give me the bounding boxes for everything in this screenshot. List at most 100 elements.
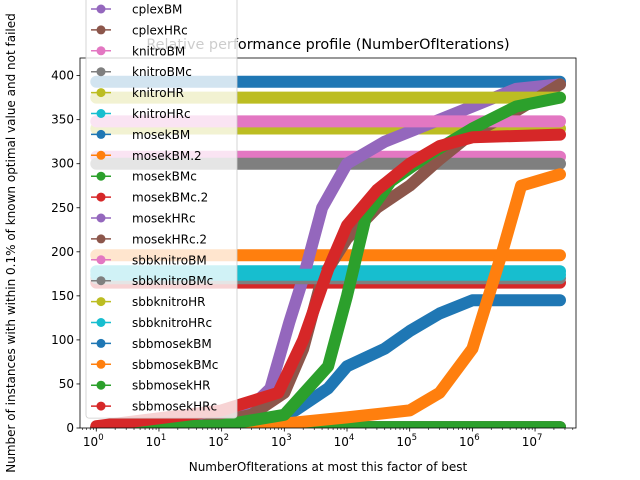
legend-item: knitroHRc	[91, 107, 191, 121]
legend-item: knitroBMc	[91, 65, 192, 79]
legend-item: mosekBM.2	[91, 149, 202, 163]
legend-item: sbbknitroBM	[91, 253, 207, 267]
y-tick-label: 100	[51, 333, 74, 347]
x-tick-exponent: 5	[412, 433, 417, 443]
legend-marker	[96, 67, 106, 77]
x-tick-base: 10	[271, 435, 286, 449]
x-tick-exponent: 4	[349, 433, 354, 443]
legend-label: sbbmosekHRc	[132, 400, 217, 414]
series-line-sbbmosekHR	[90, 91, 566, 428]
legend-item: sbbmosekHR	[91, 379, 210, 393]
legend-label: knitroBM	[132, 44, 185, 58]
legend-item: sbbknitroHR	[91, 295, 205, 309]
legend: cplexBM cplexHRc knitroBM knitroBMc knitroHR…	[85, 0, 238, 419]
legend-item: sbbknitroBMc	[91, 274, 213, 288]
legend-label: sbbmosekBM	[132, 337, 212, 351]
legend-marker	[96, 338, 106, 348]
legend-marker	[96, 276, 106, 286]
legend-label: knitroHRc	[132, 107, 191, 121]
legend-label: knitroBMc	[132, 65, 192, 79]
legend-marker	[96, 359, 106, 369]
x-tick-exponent: 7	[537, 433, 542, 443]
x-tick-base: 10	[396, 435, 411, 449]
x-tick-exponent: 1	[161, 433, 166, 443]
x-tick-label: 103	[271, 433, 292, 449]
legend-item: mosekBM	[91, 128, 190, 142]
legend-marker	[96, 129, 106, 139]
x-tick-label: 105	[396, 433, 417, 449]
x-tick-label: 106	[459, 433, 480, 449]
legend-label: mosekBMc	[132, 170, 197, 184]
x-tick-base: 10	[459, 435, 474, 449]
y-tick-label: 0	[66, 421, 74, 435]
legend-marker	[96, 192, 106, 202]
legend-item: mosekHRc.2	[91, 232, 207, 246]
y-tick-label: 250	[51, 201, 74, 215]
legend-label: cplexBM	[132, 3, 182, 17]
y-tick-label: 300	[51, 157, 74, 171]
legend-label: sbbmosekBMc	[132, 358, 218, 372]
legend-marker	[96, 255, 106, 265]
legend-label: sbbknitroBM	[132, 253, 207, 267]
legend-item: mosekBMc	[91, 170, 197, 184]
x-tick-label: 101	[146, 433, 167, 449]
legend-marker	[96, 4, 106, 14]
legend-item: cplexBM	[91, 3, 182, 17]
legend-marker	[96, 234, 106, 244]
x-tick-label: 102	[208, 433, 229, 449]
legend-marker	[96, 171, 106, 181]
legend-item: knitroHR	[91, 86, 184, 100]
series-line-sbbmosekHRc	[90, 128, 566, 428]
y-tick-label: 50	[59, 377, 74, 391]
x-tick-base: 10	[83, 435, 98, 449]
x-tick-label: 107	[522, 433, 543, 449]
legend-item: sbbknitroHRc	[91, 316, 212, 330]
legend-item: knitroBM	[91, 44, 185, 58]
legend-marker	[96, 401, 106, 411]
y-axis-label: Number of instances with within 0.1% of …	[4, 13, 18, 473]
x-tick-exponent: 3	[286, 433, 291, 443]
legend-item: mosekHRc	[91, 212, 196, 226]
legend-label: knitroHR	[132, 86, 184, 100]
legend-label: sbbmosekHR	[132, 379, 210, 393]
legend-marker	[96, 88, 106, 98]
y-tick-label: 400	[51, 69, 74, 83]
legend-label: mosekBM.2	[132, 149, 202, 163]
x-tick-base: 10	[146, 435, 161, 449]
x-tick-label: 100	[83, 433, 104, 449]
legend-label: mosekHRc	[132, 212, 196, 226]
legend-item: sbbmosekBM	[91, 337, 212, 351]
legend-marker	[96, 318, 106, 327]
legend-label: cplexHRc	[132, 23, 188, 37]
x-tick-exponent: 2	[224, 433, 229, 443]
legend-marker	[96, 25, 106, 35]
x-tick-base: 10	[522, 435, 537, 449]
legend-marker	[96, 109, 106, 118]
y-tick-label: 150	[51, 289, 74, 303]
legend-label: sbbknitroBMc	[132, 274, 213, 288]
legend-marker	[96, 46, 106, 56]
legend-marker	[96, 297, 106, 307]
legend-item: sbbmosekHRc	[91, 400, 217, 414]
legend-label: mosekBMc.2	[132, 191, 208, 205]
x-tick-label: 104	[334, 433, 355, 449]
legend-marker	[96, 150, 106, 160]
y-tick-label: 200	[51, 245, 74, 259]
legend-box	[85, 0, 238, 419]
y-tick-label: 350	[51, 113, 74, 127]
x-axis-label: NumberOfIterations at most this factor o…	[189, 460, 468, 474]
legend-label: mosekBM	[132, 128, 190, 142]
legend-item: mosekBMc.2	[91, 191, 208, 205]
legend-label: sbbknitroHRc	[132, 316, 212, 330]
legend-label: sbbknitroHR	[132, 295, 205, 309]
x-tick-exponent: 0	[98, 433, 103, 443]
legend-item: sbbmosekBMc	[91, 358, 218, 372]
legend-item: cplexHRc	[91, 23, 188, 37]
legend-label: mosekHRc.2	[132, 232, 207, 246]
x-tick-base: 10	[334, 435, 349, 449]
x-tick-exponent: 6	[474, 433, 479, 443]
legend-marker	[96, 380, 106, 390]
legend-marker	[96, 213, 106, 223]
